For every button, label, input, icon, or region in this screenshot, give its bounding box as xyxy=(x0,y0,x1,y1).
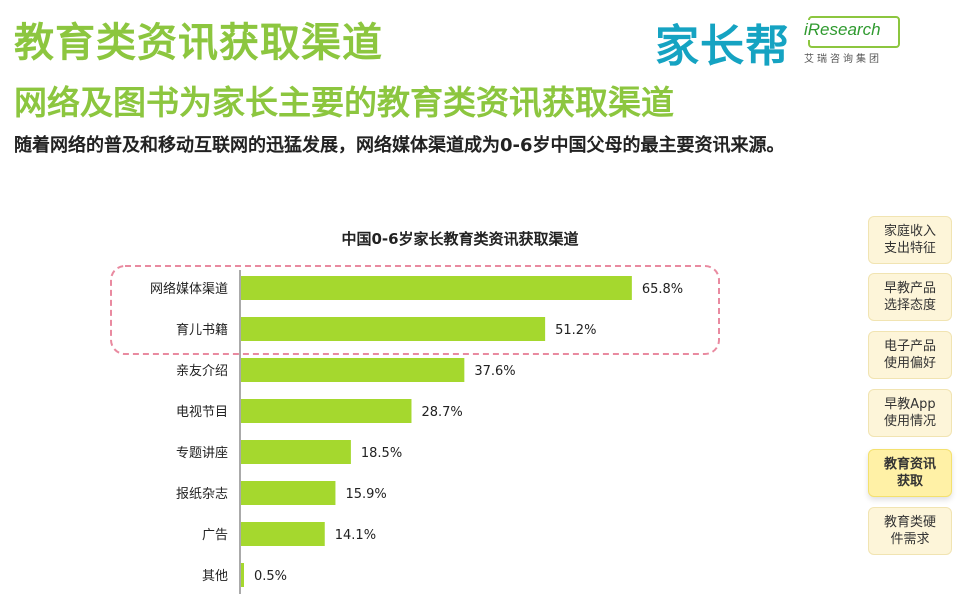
iresearch-logo: iResearch 艾瑞咨询集团 xyxy=(796,14,906,65)
bar xyxy=(241,358,465,382)
side-tab[interactable]: 电子产品 使用偏好 xyxy=(868,331,952,379)
side-tab-label: 教育类硬 件需求 xyxy=(883,515,936,547)
page-description: 随着网络的普及和移动互联网的迅猛发展，网络媒体渠道成为0-6岁中国父母的最主要资… xyxy=(14,135,785,156)
bar xyxy=(241,276,632,300)
side-tab[interactable]: 早教产品 选择态度 xyxy=(868,273,952,321)
page-subtitle: 网络及图书为家长主要的教育类资讯获取渠道 xyxy=(14,83,674,122)
side-tab-label: 家庭收入 支出特征 xyxy=(883,224,936,256)
value-label: 37.6% xyxy=(474,364,515,379)
category-label: 网络媒体渠道 xyxy=(150,281,228,297)
side-tab[interactable]: 教育类硬 件需求 xyxy=(868,507,952,555)
page-title: 教育类资讯获取渠道 xyxy=(14,20,383,66)
value-label: 18.5% xyxy=(361,446,402,461)
bar-chart: 中国0-6岁家长教育类资讯获取渠道 网络媒体渠道 65.8% 育儿书籍 51.2% 亲友… xyxy=(110,230,720,594)
category-label: 育儿书籍 xyxy=(176,322,228,338)
bars-group: 网络媒体渠道 65.8% 育儿书籍 51.2% 亲友介绍 37.6% 电视节目 28.7% 专题… xyxy=(150,276,683,587)
bar xyxy=(241,317,546,341)
bar xyxy=(241,440,351,464)
iresearch-logo-cn: 艾瑞咨询集团 xyxy=(804,54,882,65)
side-tab[interactable]: 早教App 使用情况 xyxy=(868,389,952,437)
value-label: 15.9% xyxy=(345,487,386,502)
bar xyxy=(241,481,336,505)
value-label: 14.1% xyxy=(335,528,376,543)
category-label: 电视节目 xyxy=(176,405,228,420)
jiazhangbang-logo: 家长帮 xyxy=(655,21,790,72)
chart-title: 中国0-6岁家长教育类资讯获取渠道 xyxy=(341,230,578,248)
value-label: 28.7% xyxy=(421,405,462,420)
side-tab-label: 早教产品 选择态度 xyxy=(883,281,936,313)
value-label: 0.5% xyxy=(254,569,287,584)
category-label: 亲友介绍 xyxy=(176,363,228,379)
side-tab[interactable]: 教育资讯 获取 xyxy=(868,449,952,497)
highlight-box xyxy=(110,265,720,355)
category-label: 其他 xyxy=(202,569,228,584)
side-tab[interactable]: 家庭收入 支出特征 xyxy=(868,216,952,264)
side-tab-label: 早教App 使用情况 xyxy=(883,397,936,429)
category-label: 报纸杂志 xyxy=(176,487,228,502)
value-label: 51.2% xyxy=(555,323,596,338)
category-label: 专题讲座 xyxy=(176,446,228,461)
side-tab-label: 电子产品 使用偏好 xyxy=(883,339,936,371)
value-label: 65.8% xyxy=(642,282,683,297)
iresearch-logo-text: iResearch xyxy=(802,20,883,40)
bar xyxy=(241,522,325,546)
bar xyxy=(241,563,244,587)
bar xyxy=(241,399,412,423)
category-label: 广告 xyxy=(202,528,228,543)
side-tab-label: 教育资讯 获取 xyxy=(883,457,936,489)
